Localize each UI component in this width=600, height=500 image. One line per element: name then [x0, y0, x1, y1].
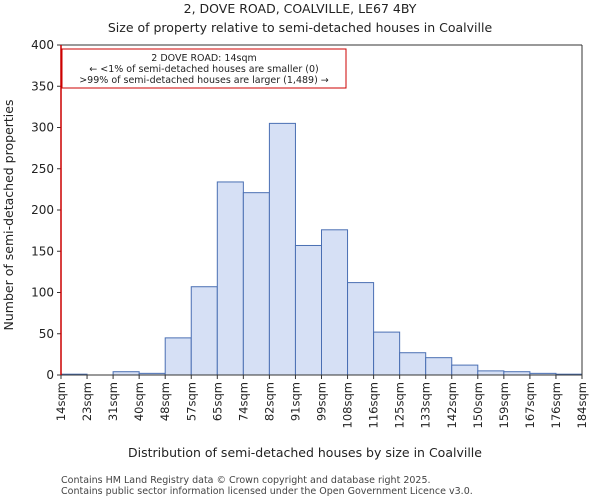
x-tick-label: 91sqm	[288, 382, 302, 421]
x-tick-label: 176sqm	[549, 382, 563, 428]
x-tick-label: 31sqm	[106, 382, 120, 421]
y-tick-label: 250	[31, 162, 54, 176]
y-axis-ticks: 0 50 100 150 200 250 300 350 400	[31, 38, 61, 382]
bar-108sqm	[347, 282, 375, 376]
x-tick-label: 23sqm	[80, 382, 94, 421]
bar-116sqm	[373, 331, 401, 376]
x-tick-label: 184sqm	[575, 382, 589, 428]
x-axis-label: Distribution of semi-detached houses by …	[128, 445, 482, 460]
chart-subtitle: Size of property relative to semi-detach…	[108, 20, 493, 35]
bar-150sqm	[477, 370, 505, 376]
x-tick-label: 159sqm	[497, 382, 511, 428]
y-tick-label: 300	[31, 121, 54, 135]
y-tick-label: 100	[31, 286, 54, 300]
bar-91sqm	[294, 244, 323, 376]
x-tick-label: 125sqm	[393, 382, 407, 428]
y-tick-label: 350	[31, 79, 54, 93]
bar-74sqm	[242, 192, 270, 376]
bar-65sqm	[216, 181, 244, 376]
y-axis-label: Number of semi-detached properties	[1, 100, 16, 331]
x-tick-label: 74sqm	[236, 382, 250, 421]
chart-title: 2, DOVE ROAD, COALVILLE, LE67 4BY	[184, 1, 417, 16]
x-tick-label: 167sqm	[523, 382, 537, 428]
annotation-line-1: 2 DOVE ROAD: 14sqm	[151, 53, 256, 64]
footer-line-1: Contains HM Land Registry data © Crown c…	[61, 475, 431, 486]
x-tick-label: 40sqm	[132, 382, 146, 421]
y-tick-label: 200	[31, 203, 54, 217]
x-tick-label: 142sqm	[445, 382, 459, 428]
x-axis-ticks: 14sqm 23sqm 31sqm 40sqm 48sqm 57sqm 65sqm 74sqm…	[54, 375, 589, 428]
bar-133sqm	[425, 357, 453, 376]
annotation-box: 2 DOVE ROAD: 14sqm ← <1% of semi-detache…	[61, 48, 347, 89]
x-tick-label: 48sqm	[158, 382, 172, 421]
x-tick-label: 14sqm	[54, 382, 68, 421]
y-tick-label: 0	[46, 368, 54, 382]
annotation-line-2: ← <1% of semi-detached houses are smalle…	[89, 64, 318, 75]
annotation-line-3: >99% of semi-detached houses are larger …	[79, 75, 329, 86]
x-tick-label: 150sqm	[471, 382, 485, 428]
bar-82sqm	[268, 122, 296, 376]
y-tick-label: 50	[39, 327, 54, 341]
x-tick-label: 82sqm	[262, 382, 276, 421]
bars	[60, 122, 583, 376]
x-tick-label: 57sqm	[184, 382, 198, 421]
footer-line-2: Contains public sector information licen…	[61, 486, 473, 497]
x-tick-label: 108sqm	[341, 382, 355, 428]
y-tick-label: 400	[31, 38, 54, 52]
x-tick-label: 133sqm	[419, 382, 433, 428]
bar-142sqm	[451, 364, 479, 376]
x-tick-label: 65sqm	[210, 382, 224, 421]
x-tick-label: 116sqm	[367, 382, 381, 428]
bar-48sqm	[164, 337, 192, 376]
x-tick-label: 99sqm	[315, 382, 329, 421]
bar-57sqm	[190, 286, 218, 376]
bar-125sqm	[399, 352, 427, 376]
annotation-frame	[61, 48, 347, 89]
bar-99sqm	[321, 229, 349, 376]
y-tick-label: 150	[31, 244, 54, 258]
